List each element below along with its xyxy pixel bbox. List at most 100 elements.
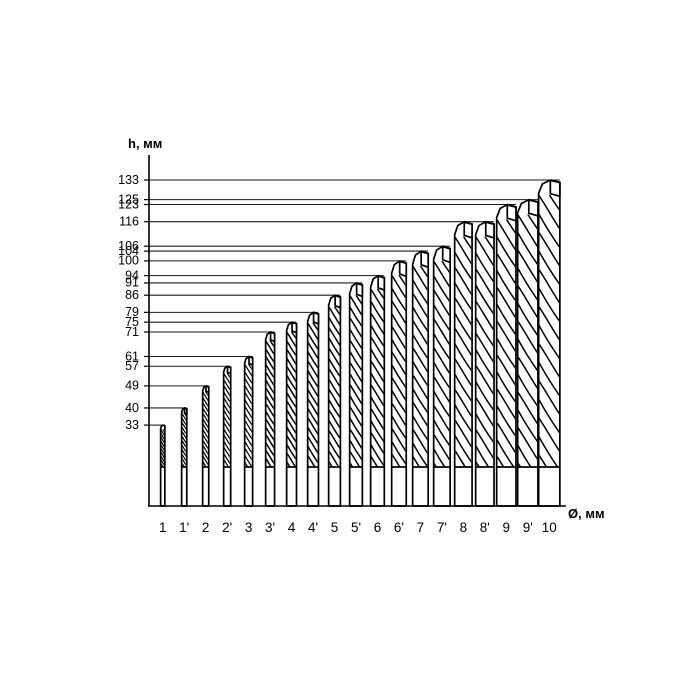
flute-line (455, 434, 472, 463)
x-tick-label: 1' (179, 520, 189, 535)
flute-line (266, 426, 274, 441)
flute-line (434, 405, 450, 432)
drill-tip-facet (183, 407, 188, 415)
flute-line (539, 250, 559, 285)
flute-line (203, 413, 208, 423)
flute-line (455, 450, 467, 467)
flute-line (539, 399, 559, 434)
x-tick-label: 2 (202, 520, 210, 535)
flute-line (203, 445, 208, 455)
flute-line (371, 408, 384, 431)
flute-line (476, 365, 494, 395)
flute-line (392, 300, 406, 325)
flute-line (161, 463, 164, 468)
flute-line (371, 241, 385, 263)
x-tick-label: 7 (417, 520, 425, 535)
flute-line (329, 266, 341, 285)
flute-line (182, 431, 186, 439)
flute-line (308, 445, 318, 464)
drill-tip-facet (226, 365, 232, 375)
x-tick-label: 6' (394, 520, 404, 535)
flute-line (518, 374, 538, 407)
flute-line (224, 379, 230, 391)
y-tick-label: 104 (118, 244, 139, 258)
flute-line (245, 413, 252, 426)
flute-line (245, 441, 252, 454)
flute-line (161, 437, 164, 444)
flute-line (392, 224, 407, 247)
flute-line (182, 458, 186, 466)
flute-line (371, 324, 384, 347)
flute-line (476, 349, 494, 379)
flute-line (392, 415, 406, 440)
flute-line (182, 435, 186, 444)
flute-line (497, 219, 516, 251)
flute-line (518, 462, 522, 467)
y-tick-label: 100 (118, 254, 139, 268)
drill-tip-facet (441, 245, 451, 264)
flute-line (308, 341, 318, 360)
flute-line (329, 306, 340, 326)
flute-line (497, 320, 516, 352)
flute-line (539, 380, 559, 415)
flute-line (182, 399, 187, 407)
flute-line (484, 236, 494, 251)
drill-bit (306, 311, 320, 507)
flute-line (350, 373, 362, 394)
flute-line (224, 428, 230, 440)
flute-line (539, 454, 548, 467)
flute-line (413, 347, 428, 373)
flute-line (350, 450, 361, 468)
flute-line (413, 334, 428, 360)
flute-line (287, 392, 296, 409)
flute-line (203, 424, 208, 434)
x-tick-label: 5 (331, 520, 339, 535)
drill-flutes (245, 364, 252, 467)
flute-line (476, 188, 494, 218)
x-tick-label: 9 (503, 520, 511, 535)
x-tick-label: 3' (265, 520, 275, 535)
x-axis-title: Ø, мм (568, 506, 605, 521)
flute-line (413, 293, 428, 319)
flute-line (371, 312, 384, 335)
flute-line (203, 434, 208, 444)
flute-line (413, 388, 428, 414)
flute-line (203, 429, 208, 439)
flute-line (224, 392, 230, 403)
flute-line (161, 444, 164, 451)
drill-flutes (224, 373, 230, 467)
y-tick-label: 79 (125, 305, 139, 319)
flute-line (161, 418, 165, 425)
flute-line (371, 253, 385, 275)
x-tick-label: 3 (245, 520, 253, 535)
flute-line (518, 534, 538, 567)
flute-line (392, 275, 406, 299)
flute-line (224, 398, 230, 409)
flute-line (497, 388, 516, 420)
y-tick-label: 106 (118, 239, 139, 253)
flute-line (266, 317, 275, 331)
x-tick-label: 4' (308, 520, 318, 535)
flute-line (329, 440, 340, 460)
drill-tip-facet (484, 221, 495, 240)
flute-line (518, 267, 538, 301)
flute-line (329, 461, 333, 467)
flute-line (497, 304, 516, 336)
flute-line (434, 333, 450, 360)
flute-line (413, 212, 429, 237)
drill-tip-facet (355, 282, 364, 298)
flute-line (434, 289, 450, 317)
flute-line (371, 348, 384, 371)
flute-line (413, 374, 428, 400)
drill-flutes (518, 214, 538, 567)
flute-line (455, 282, 472, 311)
flute-line (287, 418, 296, 435)
flute-line (161, 433, 164, 440)
flute-line (539, 361, 559, 397)
flute-line (392, 287, 406, 312)
flute-line (413, 401, 428, 427)
flute-line (287, 357, 296, 374)
flute-line (329, 450, 340, 467)
y-tick-label: 116 (119, 214, 139, 228)
flute-line (308, 417, 318, 435)
